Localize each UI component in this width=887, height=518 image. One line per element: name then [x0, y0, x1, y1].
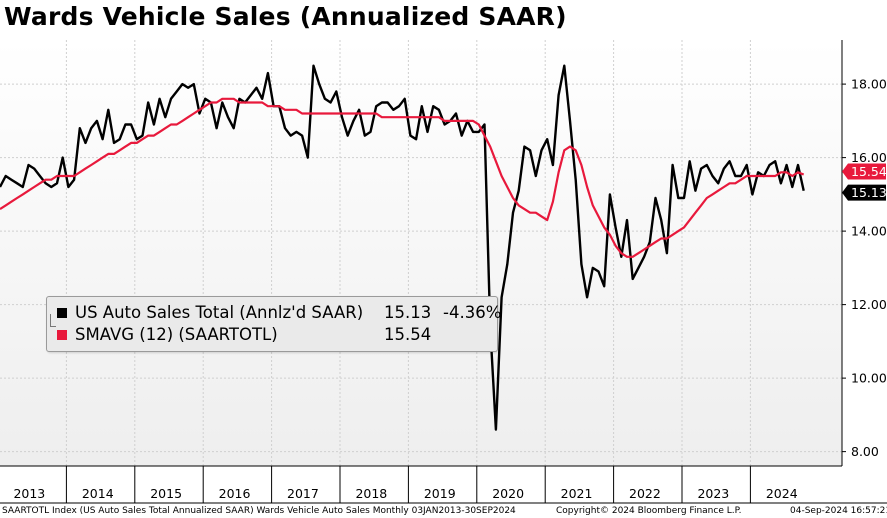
- series-line-sales: [0, 64, 805, 431]
- legend-swatch-sales: [57, 308, 67, 318]
- y-tick-label: 10.00: [851, 371, 887, 386]
- x-tick-label: 2023: [697, 486, 729, 501]
- x-tick-label: 2013: [13, 486, 45, 501]
- x-tick-label: 2019: [424, 486, 456, 501]
- x-tick-label: 2022: [629, 486, 661, 501]
- y-tick-label: 8.00: [851, 444, 879, 459]
- last-value-tag-smavg-text: 15.54: [851, 164, 887, 179]
- footer-source: SAARTOTL Index (US Auto Sales Total Annu…: [2, 506, 516, 516]
- x-tick-label: 2014: [82, 486, 114, 501]
- chart-title: Wards Vehicle Sales (Annualized SAAR): [4, 2, 567, 31]
- legend-series1-value: 15.13: [384, 303, 432, 322]
- series-layer: [0, 64, 805, 431]
- legend-swatch-smavg: [57, 330, 67, 340]
- plot-background: [0, 40, 842, 466]
- x-tick-label: 2021: [561, 486, 593, 501]
- y-tick-label: 16.00: [851, 150, 887, 165]
- y-tick-label: 12.00: [851, 297, 887, 312]
- legend-series2-value: 15.54: [384, 325, 432, 344]
- x-tick-label: 2015: [150, 486, 182, 501]
- footer-timestamp: 04-Sep-2024 16:57:21: [790, 506, 887, 516]
- x-tick-label: 2018: [355, 486, 387, 501]
- x-tick-label: 2024: [766, 486, 798, 501]
- last-value-tag-sales: 15.13: [842, 184, 887, 201]
- series-line-smavg: [0, 97, 805, 258]
- y-tick-label: 14.00: [851, 224, 887, 239]
- x-tick-label: 2020: [492, 486, 524, 501]
- last-value-tag-sales-text: 15.13: [851, 185, 887, 200]
- legend-tree-connector: [50, 314, 56, 327]
- y-tick-label: 18.00: [851, 77, 887, 92]
- legend-series2-name: SMAVG (12) (SAARTOTL): [75, 325, 278, 344]
- footer-copyright: Copyright© 2024 Bloomberg Finance L.P.: [556, 506, 742, 516]
- last-value-tag-sales-box: [842, 184, 886, 201]
- legend-series1-change: -4.36%: [443, 303, 502, 322]
- x-tick-label: 2017: [287, 486, 319, 501]
- x-tick-label: 2016: [219, 486, 251, 501]
- last-value-tag-smavg: 15.54: [842, 163, 887, 180]
- legend-series1-name: US Auto Sales Total (Annlz'd SAAR): [75, 303, 364, 322]
- legend-box[interactable]: US Auto Sales Total (Annlz'd SAAR) 15.13…: [46, 296, 502, 352]
- label-layer: 15.54 15.13: [842, 163, 887, 201]
- axis-layer: 8.00 10.00 12.00 14.00 16.00 18.00 2013 2014 201…: [0, 40, 887, 504]
- footer: SAARTOTL Index (US Auto Sales Total Annu…: [0, 504, 887, 518]
- last-value-tag-smavg-box: [842, 163, 886, 180]
